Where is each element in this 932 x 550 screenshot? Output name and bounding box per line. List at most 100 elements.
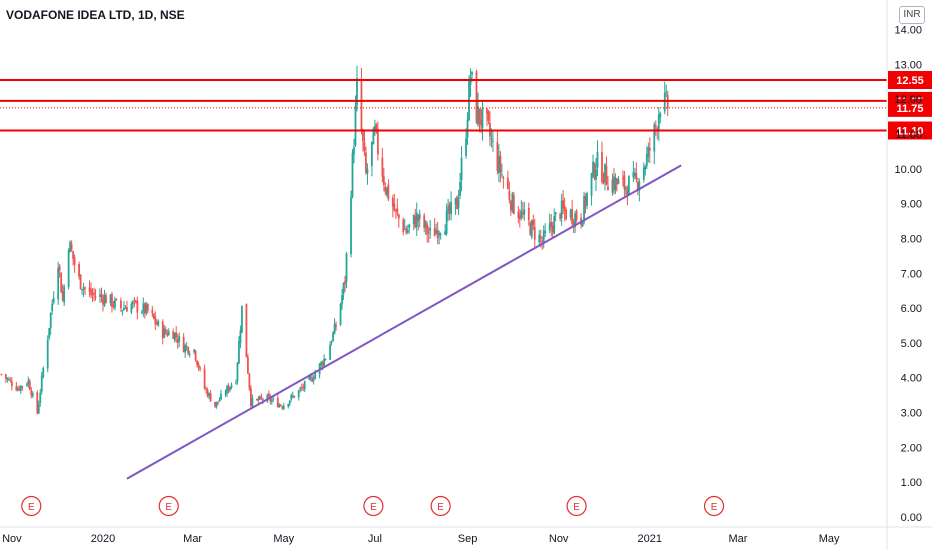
candle-body <box>554 212 557 215</box>
earnings-event-marker[interactable] <box>158 495 179 517</box>
y-tick-label: 0.00 <box>901 512 922 524</box>
y-tick-label: 5.00 <box>901 338 922 350</box>
candle-body <box>506 177 509 189</box>
candle-body <box>332 332 334 342</box>
candle-body <box>614 177 617 191</box>
candle-body <box>0 374 3 376</box>
candle-body <box>366 169 369 174</box>
y-axis[interactable]: 0.00 1.00 2.00 3.00 4.00 5.00 6.00 7.00 8.00 9.00… <box>886 0 922 550</box>
candle-body <box>542 230 545 242</box>
y-tick-label: 6.00 <box>901 303 922 315</box>
earnings-event-marker[interactable] <box>703 495 725 517</box>
candle-body <box>333 323 336 334</box>
candle-body <box>645 154 648 166</box>
candle-body <box>173 332 176 341</box>
candle-body <box>184 345 187 353</box>
candle-body <box>345 253 348 282</box>
candle-body <box>124 307 127 309</box>
candle-body <box>293 395 296 398</box>
candle-body <box>31 393 34 397</box>
candle-body <box>611 179 614 193</box>
candle-body <box>4 374 7 379</box>
candle-body <box>584 196 587 207</box>
candle-body <box>25 384 28 386</box>
trendline-line[interactable] <box>126 164 682 480</box>
candle-body <box>356 78 358 106</box>
candle-body <box>42 368 45 377</box>
candle-body <box>312 379 315 381</box>
candle-body <box>636 182 639 190</box>
candle-body <box>626 190 629 197</box>
candle-body <box>288 400 291 404</box>
candle-body <box>396 208 399 213</box>
candle-body <box>105 295 107 304</box>
earnings-event-marker[interactable] <box>430 495 451 517</box>
candle-body <box>126 307 128 312</box>
candle-body <box>49 312 52 329</box>
candle-body <box>323 358 326 366</box>
candle-body <box>220 393 222 400</box>
earnings-event-marker[interactable] <box>363 495 384 517</box>
y-tick-label: 7.00 <box>901 268 922 280</box>
candle-body <box>623 175 626 190</box>
candle-body <box>257 398 260 401</box>
candle-body <box>167 331 170 336</box>
currency-button[interactable]: INR <box>899 6 925 24</box>
candle-body <box>227 385 230 391</box>
x-tick-label: May <box>273 533 294 545</box>
candle-body <box>73 257 76 265</box>
y-tick-label: 12.00 <box>894 94 922 106</box>
candle-body <box>30 389 33 396</box>
candle-body <box>427 232 430 234</box>
candle-body <box>521 212 524 214</box>
earnings-event-marker[interactable] <box>566 495 587 517</box>
candle-body <box>248 373 251 389</box>
candle-body <box>424 221 427 228</box>
candle-body <box>206 389 209 397</box>
candle-body <box>217 401 219 403</box>
candle-body <box>371 141 373 167</box>
trendline[interactable] <box>126 164 682 480</box>
candle-body <box>133 299 136 301</box>
candle-body <box>161 321 164 339</box>
candle-body <box>79 274 82 290</box>
candle-body <box>287 404 290 407</box>
candle-body <box>193 349 196 353</box>
candle-body <box>529 222 532 236</box>
candle-body <box>172 331 175 339</box>
candle-body <box>351 152 354 197</box>
candle-body <box>339 303 342 325</box>
x-tick-label: Sep <box>458 533 478 545</box>
x-axis[interactable]: Nov 2020 Mar May Jul Sep Nov 2021 Mar May <box>0 526 932 545</box>
candle-body <box>311 377 314 382</box>
candle-body <box>235 382 237 384</box>
candle-body <box>114 299 116 308</box>
candle-body <box>70 244 73 251</box>
candle-body <box>324 359 327 361</box>
candle-body <box>102 297 104 305</box>
y-tick-label: 13.00 <box>894 59 922 71</box>
candle-body <box>423 215 426 229</box>
candle-body <box>583 195 585 223</box>
candle-body <box>209 393 212 402</box>
candle-body <box>145 304 148 314</box>
candle-body <box>382 176 385 185</box>
candle-body <box>37 403 40 414</box>
candle-body <box>185 346 188 348</box>
candle-body <box>541 240 544 243</box>
candle-body <box>60 272 63 293</box>
candle-body <box>616 178 618 184</box>
candle-body <box>350 197 352 255</box>
candle-body <box>151 309 154 314</box>
candle-body <box>457 198 460 208</box>
candle-body <box>199 367 202 369</box>
earnings-event-marker[interactable] <box>21 495 42 517</box>
candle-body <box>663 92 666 112</box>
candle-body <box>657 114 660 131</box>
candle-body <box>260 396 263 399</box>
x-tick-label: 2021 <box>638 533 662 545</box>
candle-body <box>403 228 406 230</box>
